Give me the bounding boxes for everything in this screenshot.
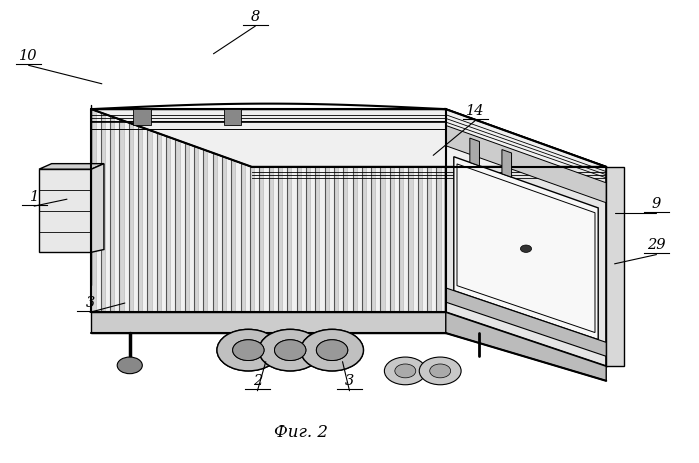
Polygon shape (39, 169, 92, 252)
Polygon shape (470, 138, 480, 166)
Polygon shape (278, 109, 282, 312)
Circle shape (430, 364, 451, 378)
Polygon shape (120, 109, 124, 312)
Polygon shape (101, 109, 105, 312)
Circle shape (301, 329, 363, 371)
Circle shape (217, 329, 280, 371)
Text: 8: 8 (251, 10, 260, 24)
Circle shape (275, 340, 306, 361)
Polygon shape (446, 125, 606, 203)
Text: 2: 2 (253, 375, 262, 388)
Polygon shape (380, 109, 384, 312)
Polygon shape (268, 109, 273, 312)
Circle shape (259, 329, 322, 371)
Circle shape (419, 357, 461, 385)
Polygon shape (606, 167, 624, 366)
Polygon shape (390, 109, 394, 312)
Text: 1: 1 (29, 190, 39, 204)
Polygon shape (203, 109, 208, 312)
Polygon shape (306, 109, 310, 312)
Polygon shape (240, 109, 245, 312)
Polygon shape (324, 109, 329, 312)
Polygon shape (222, 109, 226, 312)
Circle shape (521, 245, 531, 252)
Polygon shape (454, 156, 598, 340)
Circle shape (217, 329, 280, 371)
Polygon shape (157, 109, 161, 312)
Polygon shape (250, 109, 254, 312)
Polygon shape (436, 109, 440, 312)
Polygon shape (399, 109, 403, 312)
Circle shape (301, 329, 363, 371)
Polygon shape (185, 109, 189, 312)
Polygon shape (129, 109, 133, 312)
Polygon shape (334, 109, 338, 312)
Polygon shape (92, 109, 606, 167)
Polygon shape (134, 109, 151, 125)
Polygon shape (446, 288, 606, 357)
Polygon shape (362, 109, 366, 312)
Polygon shape (194, 109, 198, 312)
Polygon shape (296, 109, 301, 312)
Polygon shape (315, 109, 319, 312)
Polygon shape (408, 109, 412, 312)
Text: 3: 3 (345, 375, 354, 388)
Circle shape (275, 340, 306, 361)
Circle shape (259, 329, 322, 371)
Circle shape (317, 340, 348, 361)
Polygon shape (502, 150, 512, 177)
Polygon shape (110, 109, 114, 312)
Polygon shape (92, 163, 104, 252)
Polygon shape (138, 109, 142, 312)
Polygon shape (231, 109, 236, 312)
Polygon shape (418, 109, 422, 312)
Polygon shape (446, 312, 606, 381)
Text: 29: 29 (647, 238, 665, 252)
Polygon shape (39, 163, 104, 169)
Polygon shape (92, 109, 606, 167)
Circle shape (317, 340, 348, 361)
Polygon shape (166, 109, 170, 312)
Circle shape (395, 364, 416, 378)
Polygon shape (371, 109, 375, 312)
Polygon shape (446, 109, 606, 366)
Polygon shape (224, 109, 241, 125)
Polygon shape (427, 109, 431, 312)
Polygon shape (175, 109, 180, 312)
Polygon shape (147, 109, 152, 312)
Text: Фиг. 2: Фиг. 2 (274, 424, 328, 441)
Polygon shape (343, 109, 347, 312)
Circle shape (233, 340, 264, 361)
Circle shape (117, 357, 143, 374)
Circle shape (384, 357, 426, 385)
Text: 10: 10 (20, 49, 38, 63)
Polygon shape (92, 312, 446, 333)
Circle shape (233, 340, 264, 361)
Text: 14: 14 (466, 104, 484, 119)
Polygon shape (92, 109, 446, 312)
Text: 9: 9 (652, 197, 661, 211)
Polygon shape (92, 109, 96, 312)
Polygon shape (212, 109, 217, 312)
Text: 3: 3 (85, 296, 94, 310)
Polygon shape (352, 109, 356, 312)
Polygon shape (287, 109, 291, 312)
Polygon shape (259, 109, 264, 312)
